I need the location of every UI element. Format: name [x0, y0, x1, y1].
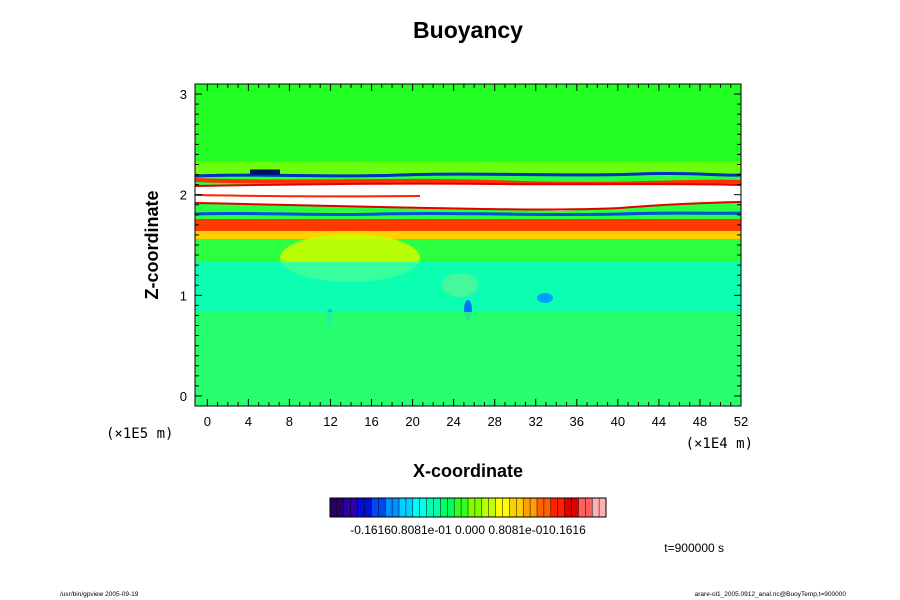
strong-positive-layer: [195, 183, 741, 211]
colorbar-cell: [350, 498, 359, 517]
colorbar-cell: [461, 498, 469, 517]
colorbar-cell: [343, 498, 352, 517]
x-tick-label: 16: [364, 414, 378, 429]
colorbar-cell: [426, 498, 434, 517]
colorbar-cell: [454, 498, 462, 517]
chart-title: Buoyancy: [413, 17, 523, 43]
colorbar-cell: [537, 498, 545, 517]
colorbar: [329, 497, 607, 518]
y-tick-label: 2: [180, 188, 187, 203]
lower-field: [195, 312, 741, 406]
colorbar-cell: [385, 498, 393, 517]
colorbar-cell: [474, 498, 483, 517]
x-tick-label: 0: [204, 414, 211, 429]
colorbar-cell: [495, 498, 503, 517]
colorbar-cell: [502, 498, 510, 517]
colorbar-cell: [509, 498, 517, 517]
positive-band: [195, 219, 741, 231]
yellow-band: [195, 231, 741, 239]
x-tick-label: 52: [734, 414, 748, 429]
colorbar-cell: [412, 498, 421, 517]
x-tick-label: 4: [245, 414, 252, 429]
colorbar-cell: [399, 498, 407, 517]
colorbar-cell: [585, 498, 593, 517]
colorbar-cell: [364, 498, 372, 517]
x-tick-label: 48: [693, 414, 707, 429]
colorbar-cell: [578, 498, 586, 517]
negative-streak-lower: [194, 211, 742, 217]
x-tick-label: 12: [323, 414, 337, 429]
x-unit-label: (×1E4 m): [686, 436, 753, 452]
x-tick-label: 20: [405, 414, 419, 429]
colorbar-cell: [433, 498, 441, 517]
colorbar-cell: [516, 498, 524, 517]
negative-spot: [537, 293, 553, 303]
colorbar-labels: -0.16160.8081e-01 0.000 0.8081e-010.1616: [350, 523, 586, 537]
time-annotation: t=900000 s: [664, 541, 724, 555]
x-tick-label: 24: [446, 414, 460, 429]
colorbar-cell: [571, 498, 579, 517]
x-tick-label: 40: [611, 414, 625, 429]
colorbar-cell: [392, 498, 400, 517]
positive-streak-upper: [194, 178, 742, 186]
x-tick-label: 28: [487, 414, 501, 429]
colorbar-cell: [336, 498, 345, 517]
x-tick-label: 8: [286, 414, 293, 429]
colorbar-cell: [550, 498, 559, 517]
footer-right: arare-ol1_2005.0912_anal.nc@BuoyTemp,t=9…: [695, 591, 847, 598]
colorbar-cell: [564, 498, 572, 517]
inner-red-line: [194, 194, 421, 198]
colorbar-cell: [523, 498, 531, 517]
colorbar-cell: [543, 498, 552, 517]
colorbar-cell: [468, 498, 476, 517]
y-unit-label: (×1E5 m): [106, 426, 173, 442]
y-axis: 0 1 2 3: [180, 83, 741, 404]
x-tick-label: 32: [529, 414, 543, 429]
colorbar-cell: [371, 498, 379, 517]
colorbar-frame: [329, 497, 607, 518]
colorbar-cell: [481, 498, 490, 517]
y-tick-label: 3: [180, 87, 187, 102]
colorbar-cell: [419, 498, 428, 517]
wave-band: [195, 162, 741, 176]
y-axis-label: Z-coordinate: [142, 190, 162, 299]
colorbar-cell: [357, 498, 365, 517]
colorbar-cell: [378, 498, 386, 517]
colorbar-cell: [557, 498, 566, 517]
x-axis: 0 4 8 12 16 20 24 28 32 36 40 44 48 52: [204, 84, 748, 429]
upper-field: [195, 84, 741, 162]
plot-area: [194, 83, 742, 407]
negative-streak-upper: [194, 171, 742, 178]
colorbar-cell: [447, 498, 455, 517]
colorbar-cell: [405, 498, 414, 517]
layer-edge-bottom: [194, 201, 742, 211]
colorbar-cell: [599, 498, 607, 517]
y-tick-label: 0: [180, 389, 187, 404]
y-tick-label: 1: [180, 288, 187, 303]
x-tick-label: 36: [570, 414, 584, 429]
colorbar-cell: [488, 498, 497, 517]
footer-left: /usr/bin/gpview 2005-09-19: [60, 591, 139, 598]
x-tick-label: 44: [652, 414, 666, 429]
layer-edge-top: [194, 182, 742, 187]
colorbar-cell: [530, 498, 538, 517]
x-axis-label: X-coordinate: [413, 461, 523, 481]
colorbar-cell: [330, 498, 338, 517]
colorbar-cell: [440, 498, 448, 517]
colorbar-cell: [592, 498, 600, 517]
